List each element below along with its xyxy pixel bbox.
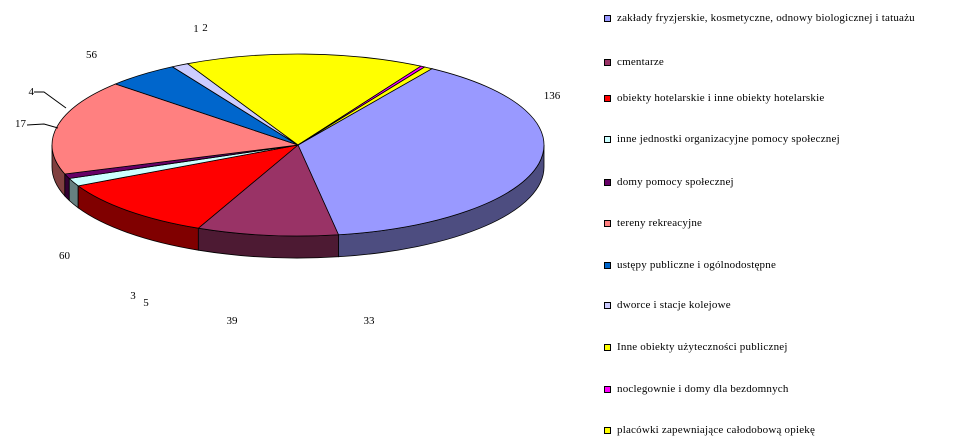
legend-swatch [604,262,611,269]
leader-line-7 [34,91,67,109]
data-label-10: 2 [202,22,208,34]
data-label-5: 60 [59,250,71,262]
legend-label: noclegownie i domy dla bezdomnych [617,383,789,395]
legend-swatch [604,302,611,309]
legend-label: placówki zapewniające całodobową opiekę [617,424,816,436]
legend-label: tereny rekreacyjne [617,217,703,229]
legend-label: zakłady fryzjerskie, kosmetyczne, odnowy… [617,12,915,24]
legend-swatch [604,220,611,227]
legend-swatch [604,427,611,434]
pie-tops [51,53,545,237]
pie-slice-8 [186,53,422,146]
data-label-6: 17 [15,118,27,130]
legend-item: zakłady fryzjerskie, kosmetyczne, odnowy… [604,12,954,25]
pie-slice-2 [77,144,300,229]
legend-swatch [604,344,611,351]
legend-label: domy pomocy społecznej [617,176,734,188]
legend-item: noclegownie i domy dla bezdomnych [604,383,954,396]
legend-item: cmentarze [604,56,954,69]
data-label-7: 4 [29,86,35,98]
pie-slice-10 [297,66,434,146]
legend-label: ustępy publiczne i ogólnodostępne [617,259,777,271]
legend-swatch [604,179,611,186]
data-label-8: 56 [86,49,98,61]
pie-slice-5 [51,83,299,175]
data-label-1: 33 [364,315,376,327]
legend-label: inne jednostki organizacyjne pomocy społ… [617,133,840,145]
legend-swatch [604,15,611,22]
legend-item: domy pomocy społecznej [604,176,954,189]
legend-swatch [604,95,611,102]
legend-item: ustępy publiczne i ogólnodostępne [604,259,954,272]
legend-item: obiekty hotelarskie i inne obiekty hotel… [604,92,954,105]
data-label-4: 3 [130,290,136,302]
legend-item: dworce i stacje kolejowe [604,299,954,312]
leader-line-6 [26,123,59,129]
data-label-2: 39 [227,315,239,327]
legend-item: tereny rekreacyjne [604,217,954,230]
legend-swatch [604,59,611,66]
legend-label: Inne obiekty użyteczności publicznej [617,341,788,353]
legend-item: Inne obiekty użyteczności publicznej [604,341,954,354]
legend: zakłady fryzjerskie, kosmetyczne, odnowy… [604,0,961,437]
data-label-3: 5 [143,297,149,309]
legend-item: inne jednostki organizacyjne pomocy społ… [604,133,954,146]
legend-label: dworce i stacje kolejowe [617,299,731,311]
legend-label: cmentarze [617,56,664,68]
pie-sides [51,144,545,259]
legend-swatch [604,386,611,393]
pie-slice-1 [197,144,340,237]
legend-swatch [604,136,611,143]
legend-label: obiekty hotelarskie i inne obiekty hotel… [617,92,825,104]
data-label-9: 1 [193,23,199,35]
data-labels: 136 33 39 53 60 17 4 56 1 2 [15,22,561,327]
data-label-0: 136 [544,90,561,102]
legend-item: placówki zapewniające całodobową opiekę [604,424,954,437]
